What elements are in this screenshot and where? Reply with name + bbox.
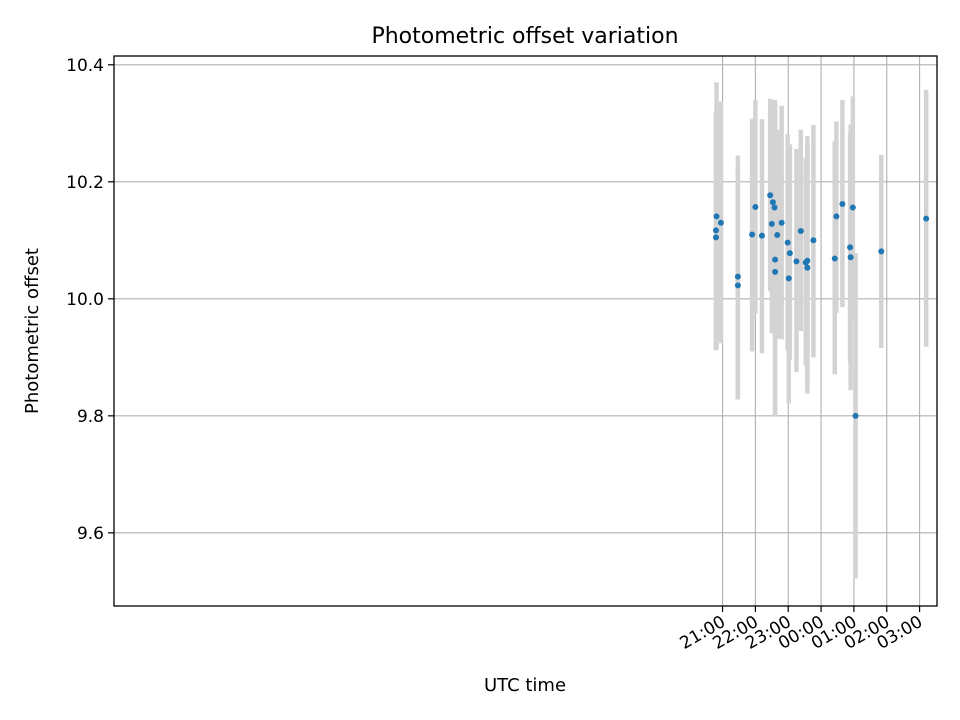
data-point bbox=[713, 213, 720, 220]
data-point bbox=[734, 282, 741, 289]
chart-title: Photometric offset variation bbox=[371, 24, 678, 49]
y-tick-label: 10.4 bbox=[66, 56, 104, 76]
data-point bbox=[849, 204, 856, 211]
y-tick-label: 9.6 bbox=[77, 524, 104, 544]
data-point bbox=[769, 199, 776, 206]
data-point bbox=[771, 204, 778, 211]
y-tick-label: 10.2 bbox=[66, 173, 104, 193]
data-point bbox=[758, 232, 765, 239]
data-point bbox=[878, 248, 885, 255]
data-point bbox=[772, 256, 779, 263]
data-point bbox=[797, 227, 804, 234]
data-point bbox=[749, 231, 756, 238]
y-tick-label: 10.0 bbox=[66, 290, 104, 310]
data-point bbox=[804, 257, 811, 264]
data-point bbox=[839, 201, 846, 208]
data-point bbox=[712, 227, 719, 234]
data-point bbox=[810, 237, 817, 244]
y-axis-label: Photometric offset bbox=[22, 248, 43, 414]
plot-frame bbox=[113, 55, 938, 607]
data-point bbox=[768, 220, 775, 227]
data-point bbox=[847, 244, 854, 251]
data-point bbox=[833, 213, 840, 220]
data-point bbox=[831, 255, 838, 262]
data-point bbox=[847, 254, 854, 261]
data-point bbox=[804, 264, 811, 271]
x-axis-label: UTC time bbox=[484, 675, 566, 696]
data-point bbox=[717, 219, 724, 226]
data-point bbox=[778, 219, 785, 226]
data-point bbox=[852, 412, 859, 419]
data-point bbox=[786, 250, 793, 257]
data-point bbox=[772, 268, 779, 275]
data-point bbox=[767, 192, 774, 199]
data-point bbox=[785, 275, 792, 282]
data-point bbox=[712, 234, 719, 241]
data-point bbox=[793, 258, 800, 265]
data-point bbox=[784, 239, 791, 246]
y-tick-label: 9.8 bbox=[77, 407, 104, 427]
data-point bbox=[774, 232, 781, 239]
data-points bbox=[712, 192, 930, 419]
data-point bbox=[734, 273, 741, 280]
data-point bbox=[752, 203, 759, 210]
data-point bbox=[923, 215, 930, 222]
